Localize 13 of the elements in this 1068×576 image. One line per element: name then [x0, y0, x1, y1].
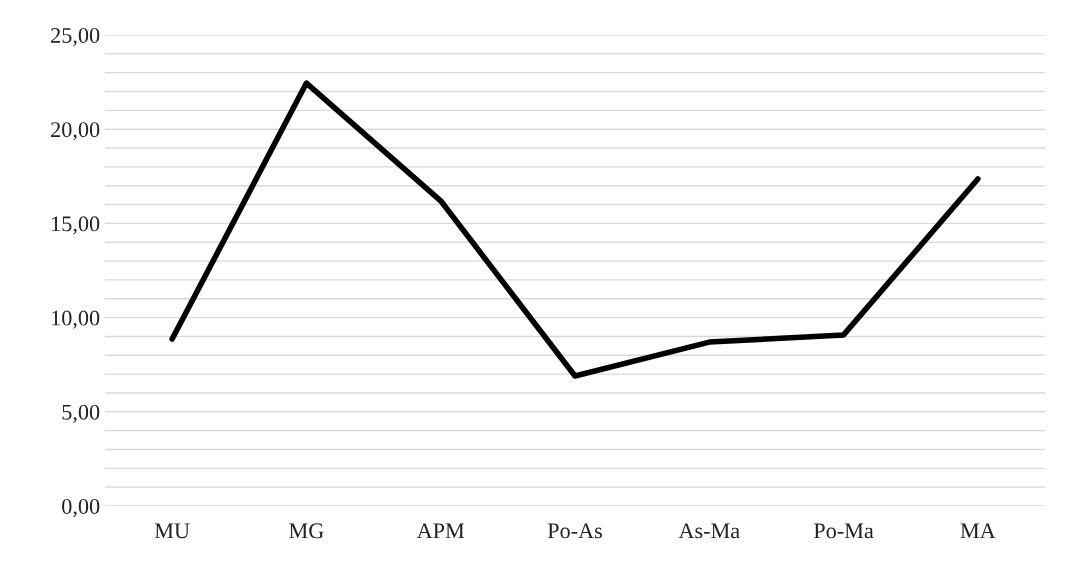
x-tick-label: Po-As — [547, 523, 602, 539]
y-tick-label: 15,00 — [52, 216, 100, 235]
x-tick-label: MU — [154, 523, 190, 539]
y-tick-label: 25,00 — [51, 27, 100, 47]
x-tick-label: APM — [416, 523, 465, 539]
x-tick-label: MA — [960, 523, 996, 539]
y-tick-label: 5,00 — [62, 404, 100, 423]
x-tick-label: As-Ma — [678, 523, 740, 539]
y-tick-label: 10,00 — [52, 310, 100, 329]
x-tick-label: Po-Ma — [813, 523, 874, 539]
y-tick-label: 20,00 — [51, 122, 100, 141]
y-tick-label: 0,00 — [62, 498, 100, 518]
x-tick-label: MG — [289, 523, 324, 539]
